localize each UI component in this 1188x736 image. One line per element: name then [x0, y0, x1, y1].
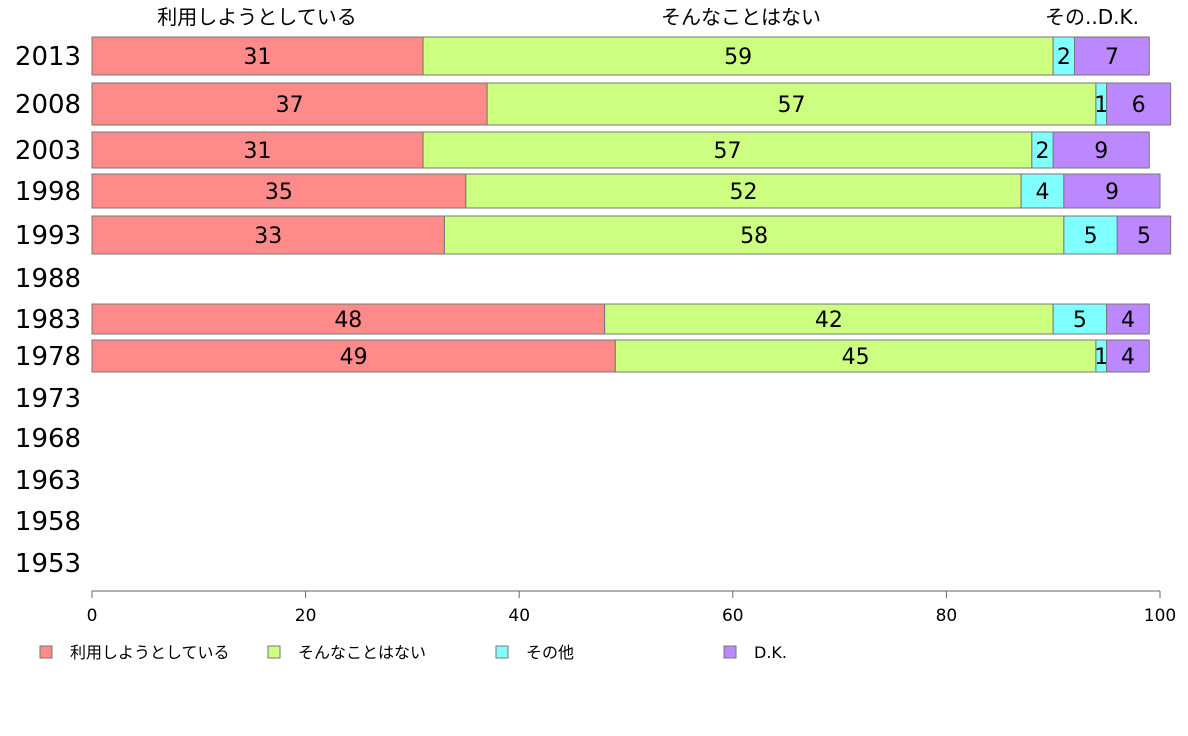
year-label: 1953: [15, 549, 81, 579]
bar-value-label: 31: [244, 139, 272, 164]
x-tick-label: 80: [936, 606, 958, 626]
bar-value-label: 4: [1121, 345, 1135, 370]
bar-segment: [91, 303, 606, 335]
top-label: そんなことはない: [661, 5, 821, 29]
bar-segment: [1052, 131, 1150, 169]
bar-value-label: 9: [1094, 139, 1108, 164]
bar-value-label: 42: [815, 308, 843, 333]
bar-value-label: 31: [244, 45, 272, 70]
bar-value-label: 45: [842, 345, 870, 370]
legend-swatch: [495, 645, 509, 659]
bar-segment: [1020, 173, 1065, 209]
bar-segment: [422, 131, 1033, 169]
legend-swatch: [39, 645, 53, 659]
bar-segment: [91, 82, 488, 126]
bar-segment: [91, 173, 467, 209]
bar-segment: [91, 131, 424, 169]
top-category-labels: 利用しようとしている そんなことはない その..D.K.: [157, 5, 1139, 29]
bar-segment: [1052, 303, 1108, 335]
year-label: 1978: [15, 342, 81, 372]
bar-segment: [1106, 339, 1150, 373]
bar-value-label: 59: [724, 45, 752, 70]
year-label: 1973: [15, 384, 81, 414]
legend-label: D.K.: [754, 643, 787, 662]
bar-value-label: 4: [1121, 308, 1135, 333]
bar-value-label: 52: [729, 180, 757, 205]
year-label: 1993: [15, 221, 81, 251]
bar-value-label: 57: [713, 139, 741, 164]
year-label: 1988: [15, 264, 81, 294]
x-tick-label: 20: [295, 606, 317, 626]
bar-segment: [614, 339, 1097, 373]
bar-value-label: 1: [1094, 345, 1108, 370]
bars: 31 59 2 737 57 1 631 57 2 935 52 4 933 58 5 548 42 5 449 45…: [91, 36, 1172, 373]
bar-value-label: 5: [1073, 308, 1087, 333]
bar-value-label: 4: [1036, 180, 1050, 205]
bar-value-label: 37: [276, 93, 304, 118]
legend-label: その他: [526, 643, 574, 662]
bar-segment: [422, 36, 1054, 76]
bar-value-label: 35: [265, 180, 293, 205]
x-tick-label: 40: [508, 606, 530, 626]
legend-swatch: [723, 645, 737, 659]
year-label: 2003: [15, 136, 81, 166]
bar-value-label: 2: [1057, 45, 1071, 70]
bar-segment: [1063, 173, 1161, 209]
year-axis-labels: 2013 2008 2003 1998 1993 1988 1983 1978 1973 1968…: [15, 42, 81, 579]
bar-segment: [604, 303, 1054, 335]
legend-label: そんなことはない: [298, 643, 426, 662]
x-axis: 0 20 40 60 80 100: [87, 590, 1176, 626]
bar-segment: [443, 215, 1065, 255]
bar-value-label: 48: [334, 308, 362, 333]
bar-value-label: 33: [254, 224, 282, 249]
bar-value-label: 57: [778, 93, 806, 118]
bar-segment: [91, 339, 616, 373]
bar-segment: [91, 215, 445, 255]
x-tick-label: 0: [87, 606, 98, 626]
bar-value-label: 9: [1105, 180, 1119, 205]
bar-segment: [486, 82, 1097, 126]
year-label: 1958: [15, 507, 81, 537]
bar-segment: [1106, 82, 1172, 126]
bar-value-label: 5: [1084, 224, 1098, 249]
bar-value-label: 49: [340, 345, 368, 370]
year-label: 1998: [15, 177, 81, 207]
legend-swatch: [267, 645, 281, 659]
bar-value-label: 1: [1094, 93, 1108, 118]
bar-segment: [1106, 303, 1150, 335]
bar-segment: [91, 36, 424, 76]
top-label: 利用しようとしている: [157, 5, 356, 29]
bar-value-label: 5: [1137, 224, 1151, 249]
top-label: その..D.K.: [1045, 5, 1139, 29]
x-tick-label: 100: [1144, 606, 1176, 626]
legend: 利用しようとしている そんなことはない その他 D.K.: [39, 643, 787, 662]
bar-value-label: 2: [1036, 139, 1050, 164]
legend-label: 利用しようとしている: [70, 643, 230, 662]
year-label: 2008: [15, 90, 81, 120]
bar-value-label: 7: [1105, 45, 1119, 70]
year-label: 1983: [15, 305, 81, 335]
x-tick-label: 60: [722, 606, 744, 626]
year-label: 2013: [15, 42, 81, 72]
bar-segment: [1074, 36, 1150, 76]
bar-segment: [1063, 215, 1118, 255]
bar-value-label: 6: [1132, 93, 1146, 118]
year-label: 1968: [15, 424, 81, 454]
year-label: 1963: [15, 466, 81, 496]
bar-segment: [1116, 215, 1172, 255]
bar-value-label: 58: [740, 224, 768, 249]
